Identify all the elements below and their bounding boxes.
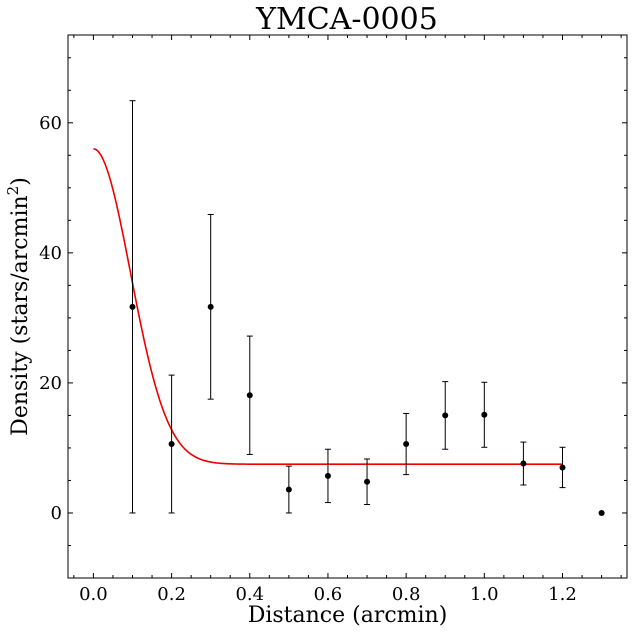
x-tick-label: 1.0 <box>470 584 499 605</box>
y-axis-label-superscript: 2 <box>4 186 22 196</box>
x-tick-label: 0.2 <box>157 584 186 605</box>
data-point <box>598 509 605 516</box>
y-axis-label-main: Density (stars/arcmin <box>8 195 33 436</box>
data-point <box>168 441 175 448</box>
y-tick-label: 40 <box>39 243 62 264</box>
y-tick-label: 0 <box>51 503 62 524</box>
y-tick-label: 60 <box>39 113 62 134</box>
data-point <box>129 303 136 310</box>
x-tick-label: 0.0 <box>79 584 108 605</box>
y-axis-label-close: ) <box>8 177 33 186</box>
data-points-layer <box>129 100 605 516</box>
data-point <box>364 478 371 485</box>
data-point <box>559 464 566 471</box>
data-point <box>481 411 488 418</box>
y-tick-label: 20 <box>39 373 62 394</box>
data-point <box>442 412 449 419</box>
x-tick-label: 0.6 <box>314 584 343 605</box>
chart-title: YMCA-0005 <box>255 2 438 37</box>
axes-frame <box>67 34 628 579</box>
x-tick-label: 0.8 <box>392 584 421 605</box>
data-point <box>520 460 527 467</box>
plot-area <box>67 34 628 579</box>
x-axis-ticks: 0.0 0.2 0.4 0.6 0.8 1.0 1.2 <box>73 35 622 605</box>
data-point <box>285 486 292 493</box>
data-point <box>207 303 214 310</box>
fit-curve-layer <box>93 148 563 465</box>
x-axis-label: Distance (arcmin) <box>248 603 448 628</box>
data-point <box>324 472 331 479</box>
y-axis-label: Density (stars/arcmin2) <box>4 177 33 436</box>
y-axis-ticks: 0 20 40 60 <box>39 57 627 579</box>
fit-curve <box>93 148 563 465</box>
x-tick-label: 0.4 <box>235 584 264 605</box>
data-point <box>403 441 410 448</box>
data-point <box>246 392 253 399</box>
x-tick-label: 1.2 <box>548 584 577 605</box>
